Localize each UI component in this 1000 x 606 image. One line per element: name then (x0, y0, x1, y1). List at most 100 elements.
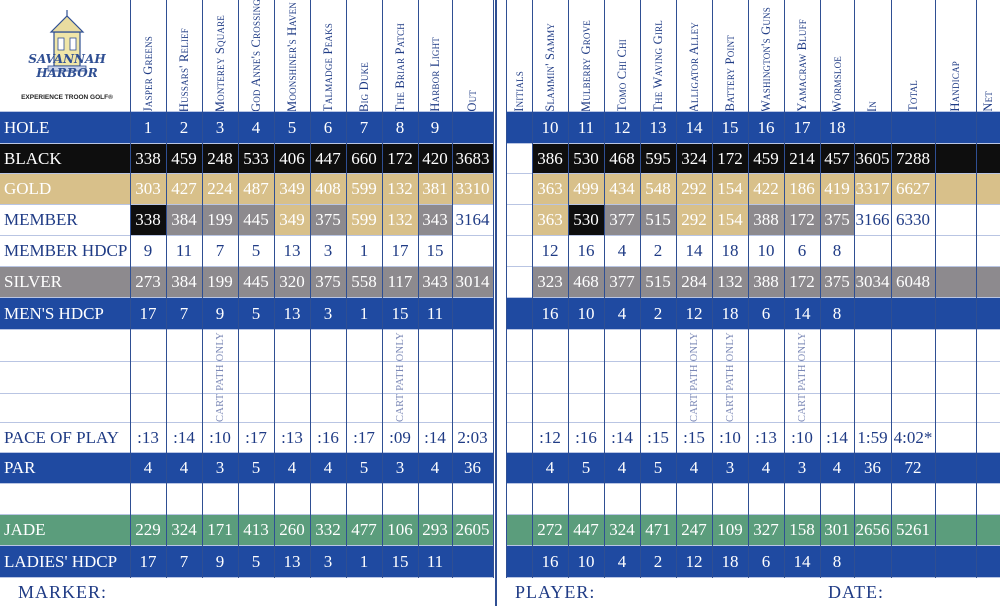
score-cell: 1 (346, 546, 382, 577)
score-cell: :13 (130, 423, 166, 452)
score-cell: :14 (820, 423, 854, 452)
score-cell: 172 (784, 205, 820, 235)
score-cell (784, 394, 820, 422)
score-cell: 324 (604, 515, 640, 545)
score-cell: 530 (568, 205, 604, 235)
score-cell (238, 330, 274, 361)
score-cell: 172 (712, 144, 748, 173)
score-cell: 3 (784, 453, 820, 483)
score-cell: 3166 (854, 205, 891, 235)
score-cell: 3014 (452, 267, 493, 297)
score-cell: 406 (274, 144, 310, 173)
hole-name: Initials (511, 71, 526, 112)
score-cell: :12 (532, 423, 568, 452)
row-divider (506, 204, 1000, 205)
cart-path-note: CART PATH ONLY (382, 332, 418, 422)
column-divider (310, 0, 311, 578)
score-cell: 3034 (854, 267, 891, 297)
score-cell (891, 112, 935, 143)
score-cell: 6330 (891, 205, 935, 235)
front-hole-header: Talmadge Peaks (310, 0, 346, 112)
score-cell: 499 (568, 174, 604, 204)
score-cell: 375 (820, 205, 854, 235)
score-cell (532, 330, 568, 361)
score-cell: 18 (712, 298, 748, 329)
hole-name: Slammin' Sammy (542, 23, 557, 112)
score-cell (274, 330, 310, 361)
score-cell: 172 (382, 144, 418, 173)
date-label: DATE: (828, 582, 884, 602)
score-cell: 4 (604, 298, 640, 329)
score-cell: 5 (238, 546, 274, 577)
score-cell (640, 394, 676, 422)
column-divider (130, 0, 131, 578)
score-cell (712, 484, 748, 514)
score-cell (976, 144, 1000, 173)
row-divider (0, 545, 493, 546)
score-cell: 4 (604, 236, 640, 266)
score-cell (506, 362, 532, 393)
score-cell (891, 236, 935, 266)
row-label: PACE OF PLAY (0, 423, 130, 452)
score-cell (382, 362, 418, 393)
column-divider (820, 0, 821, 578)
back-hole-header: Wormsloe (820, 0, 854, 112)
back-hole-header: Handicap (935, 0, 976, 112)
score-cell (506, 330, 532, 361)
back-hole-header: Initials (506, 0, 532, 112)
back-hole-header: Tomo Chi Chi (604, 0, 640, 112)
score-cell: 186 (784, 174, 820, 204)
score-cell: 9 (130, 236, 166, 266)
score-cell: 427 (166, 174, 202, 204)
back-hole-header: Washington's Guns (748, 0, 784, 112)
score-cell (748, 394, 784, 422)
score-cell (506, 205, 532, 235)
score-cell: 375 (820, 267, 854, 297)
score-cell: 327 (748, 515, 784, 545)
row-label: MEMBER HDCP (0, 236, 130, 266)
score-cell (935, 174, 976, 204)
score-cell: 323 (532, 267, 568, 297)
score-cell (506, 484, 532, 514)
score-cell (976, 362, 1000, 393)
score-cell: 477 (346, 515, 382, 545)
score-cell (506, 515, 532, 545)
score-cell (935, 298, 976, 329)
score-cell: 419 (820, 174, 854, 204)
score-cell (891, 484, 935, 514)
score-cell: 36 (452, 453, 493, 483)
score-cell (532, 394, 568, 422)
score-cell (976, 236, 1000, 266)
logo-tagline: EXPERIENCE TROON GOLF® (21, 94, 113, 101)
row-label (0, 362, 130, 393)
score-cell: 332 (310, 515, 346, 545)
score-cell: 12 (604, 112, 640, 143)
score-cell: 14 (676, 236, 712, 266)
score-cell: 132 (382, 174, 418, 204)
column-divider (506, 0, 507, 578)
score-cell: 4 (604, 546, 640, 577)
score-cell (506, 174, 532, 204)
score-cell: 7 (166, 546, 202, 577)
score-cell: 17 (382, 236, 418, 266)
row-divider (506, 452, 1000, 453)
column-divider (166, 0, 167, 578)
score-cell: 8 (820, 298, 854, 329)
score-cell (935, 144, 976, 173)
column-divider (935, 0, 936, 578)
score-cell: :14 (604, 423, 640, 452)
score-cell (452, 236, 493, 266)
score-cell: 301 (820, 515, 854, 545)
score-cell (854, 394, 891, 422)
column-divider (493, 0, 494, 578)
score-cell: 13 (274, 298, 310, 329)
score-cell: 5 (238, 453, 274, 483)
score-cell (346, 484, 382, 514)
score-cell (712, 394, 748, 422)
score-cell (506, 144, 532, 173)
row-divider (0, 266, 493, 267)
score-cell (891, 546, 935, 577)
score-cell: 459 (748, 144, 784, 173)
score-cell: 320 (274, 267, 310, 297)
